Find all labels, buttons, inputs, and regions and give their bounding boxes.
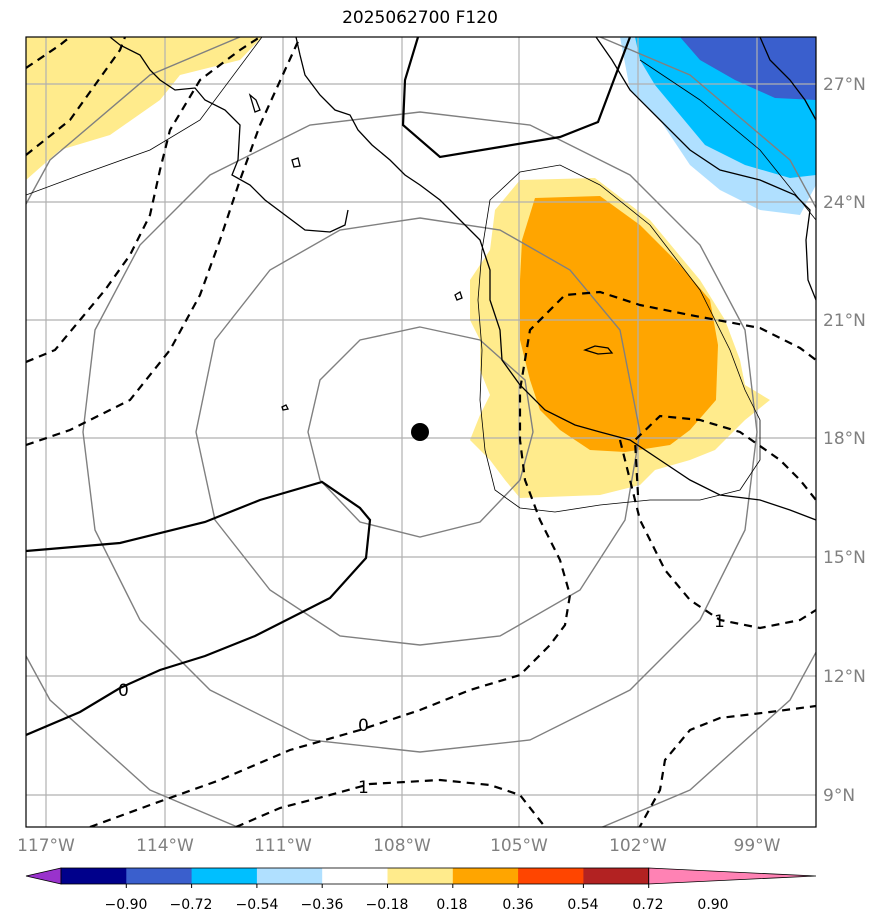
colorbar-outline [60,867,650,885]
colorbar-labels: −0.90 −0.72 −0.54 −0.36 −0.18 0.18 0.36 … [105,897,729,913]
colorbar-label: −0.90 [105,897,148,913]
colorbar [25,867,817,888]
shade-yellow-northwest [26,37,262,180]
lat-label: 24°N [823,193,866,213]
contour-labels: 0 0 1 1 [118,612,725,798]
colorbar-swatch [322,868,388,884]
lon-label: 111°W [254,836,312,856]
lon-label: 102°W [609,836,667,856]
colorbar-swatch [191,868,258,884]
lat-label: 27°N [823,75,866,95]
contour-label-1-south: 1 [358,778,369,798]
shade-orange-center [520,196,718,452]
colorbar-label: 0.18 [436,897,467,913]
map-title: 2025062700 F120 [342,8,498,28]
colorbar-label: 0.90 [697,897,728,913]
colorbar-label: −0.54 [236,897,279,913]
lat-label: 9°N [823,786,855,806]
lon-label: 108°W [373,836,431,856]
colorbar-swatch [126,868,193,884]
colorbar-label: 0.54 [567,897,598,913]
map-border [25,36,817,828]
colorbar-swatch [256,868,323,884]
lon-label: 99°W [734,836,781,856]
colorbar-extend-high [648,867,817,885]
boundary-lines [26,37,816,513]
storm-center-dot [411,423,429,441]
lat-label: 18°N [823,429,866,449]
colorbar-swatch [452,868,519,884]
lon-label: 105°W [490,836,548,856]
contour-label-0-dashed: 0 [358,716,369,736]
colorbar-label: −0.36 [301,897,344,913]
colorbar-swatch [61,868,127,884]
longitude-labels: 117°W 114°W 111°W 108°W 105°W 102°W 99°W [17,836,781,856]
colorbar-label: −0.18 [366,897,409,913]
colorbar-label: 0.72 [632,897,663,913]
colorbar-label: 0.36 [502,897,533,913]
dashed-contours [26,37,816,827]
lat-label: 15°N [823,548,866,568]
colorbar-label: −0.72 [170,897,213,913]
colorbar-swatch [518,868,584,884]
colorbar-swatch [387,868,454,884]
colorbar-extend-low [25,867,62,885]
map-area: 0 0 1 1 [26,37,816,827]
range-rings [26,37,816,827]
lat-label: 12°N [823,667,866,687]
lat-label: 21°N [823,311,866,331]
lon-label: 114°W [136,836,194,856]
contour-label-0-solid: 0 [118,681,129,701]
latitude-labels: 27°N 24°N 21°N 18°N 15°N 12°N 9°N [823,75,866,806]
colorbar-swatch [583,868,650,884]
lon-label: 117°W [17,836,75,856]
contour-label-1-east: 1 [714,612,725,632]
solid-contours [26,37,632,737]
grid-lines [26,37,816,827]
coastlines [109,37,816,521]
